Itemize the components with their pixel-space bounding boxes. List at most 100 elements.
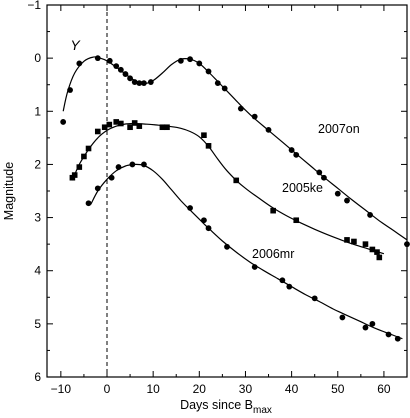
y-tick-label: 0: [34, 51, 41, 65]
series-curve-2005ke: [71, 122, 385, 255]
x-tick-label: 10: [146, 382, 160, 396]
data-point-2007on: [237, 105, 244, 112]
data-point-2005ke: [270, 207, 276, 214]
data-point-2007on: [321, 174, 327, 181]
data-point-2007on: [196, 60, 203, 67]
data-point-2005ke: [131, 120, 138, 126]
data-point-2006mr: [141, 161, 147, 168]
x-tick-label: 60: [377, 382, 391, 396]
data-point-2007on: [288, 147, 295, 153]
data-point-2007on: [131, 79, 138, 85]
x-tick-label: 40: [285, 382, 299, 396]
data-point-2007on: [106, 57, 113, 64]
data-point-2007on: [367, 212, 373, 218]
data-point-2007on: [94, 55, 101, 62]
data-point-2006mr: [311, 295, 318, 302]
data-point-2005ke: [85, 145, 92, 152]
x-axis-label-subscript: max: [253, 405, 272, 416]
data-point-2005ke: [76, 164, 83, 170]
data-point-2007on: [404, 241, 410, 248]
data-point-2006mr: [108, 174, 115, 181]
data-point-2007on: [67, 87, 73, 93]
data-point-2007on: [221, 85, 228, 92]
data-point-2007on: [177, 57, 184, 64]
data-point-2005ke: [293, 217, 300, 224]
data-point-2005ke: [362, 241, 369, 247]
series-label-2007on: 2007on: [318, 122, 360, 136]
data-point-2006mr: [201, 217, 207, 224]
data-point-2005ke: [344, 237, 350, 243]
data-point-2006mr: [224, 243, 230, 250]
data-point-2005ke: [71, 172, 78, 178]
data-point-2006mr: [115, 164, 122, 170]
data-point-2005ke: [201, 132, 207, 138]
data-point-2006mr: [362, 324, 369, 331]
y-tick-label: 2: [34, 157, 41, 171]
data-point-2005ke: [376, 254, 383, 261]
data-point-2007on: [187, 56, 193, 63]
data-point-2006mr: [394, 335, 401, 342]
data-point-2006mr: [187, 205, 193, 211]
x-tick-label: −10: [51, 382, 72, 396]
points-layer: [60, 55, 410, 342]
band-label-y: Y: [70, 37, 81, 53]
series-curve-2007on: [62, 56, 408, 241]
data-point-2005ke: [159, 124, 166, 131]
y-tick-label: 5: [34, 317, 41, 331]
data-point-2007on: [141, 80, 147, 87]
x-tick-label: 20: [193, 382, 207, 396]
plot-frame: [46, 4, 408, 378]
data-point-2007on: [251, 113, 258, 120]
data-point-2005ke: [205, 143, 212, 149]
data-point-2005ke: [113, 119, 120, 125]
data-point-2005ke: [374, 249, 380, 255]
x-axis-label-main: Days since B: [180, 398, 253, 412]
x-axis-label: Days since Bmax: [180, 398, 272, 416]
data-point-2006mr: [85, 200, 92, 207]
data-point-2006mr: [286, 283, 293, 290]
data-point-2006mr: [129, 161, 136, 168]
data-point-2005ke: [233, 177, 240, 184]
y-tick-label: −1: [27, 0, 41, 12]
x-tick-label: 0: [104, 382, 111, 396]
data-point-2007on: [316, 169, 323, 176]
data-point-2005ke: [127, 124, 133, 131]
data-point-2007on: [122, 71, 129, 77]
data-point-2007on: [117, 66, 124, 73]
data-point-2007on: [344, 197, 350, 204]
series-curve-2006mr: [90, 163, 403, 340]
data-point-2007on: [205, 68, 212, 75]
data-point-2006mr: [205, 225, 212, 232]
data-point-2005ke: [81, 153, 87, 160]
curves-layer: [62, 56, 408, 340]
data-point-2007on: [334, 190, 341, 197]
data-point-2005ke: [94, 128, 101, 135]
data-point-2007on: [127, 75, 133, 82]
y-axis-label: Magnitude: [2, 162, 16, 220]
data-point-2005ke: [118, 120, 124, 127]
data-point-2005ke: [164, 124, 170, 131]
data-point-2006mr: [369, 320, 376, 327]
data-point-2007on: [147, 79, 154, 85]
data-point-2006mr: [94, 185, 101, 192]
y-tick-label: 6: [34, 370, 41, 384]
data-point-2006mr: [279, 277, 286, 284]
y-tick-label: 4: [34, 264, 41, 278]
data-point-2005ke: [106, 121, 113, 128]
series-label-2005ke: 2005ke: [282, 181, 323, 195]
series-label-2006mr: 2006mr: [252, 247, 294, 261]
data-point-2006mr: [385, 331, 392, 338]
data-point-2007on: [76, 60, 83, 67]
data-point-2005ke: [136, 123, 143, 129]
data-point-2007on: [265, 126, 272, 133]
x-tick-label: 50: [331, 382, 345, 396]
data-point-2007on: [60, 119, 67, 125]
x-tick-label: 30: [239, 382, 253, 396]
data-point-2005ke: [101, 124, 108, 131]
y-tick-label: 1: [34, 104, 41, 118]
data-point-2005ke: [351, 238, 357, 245]
data-point-2006mr: [339, 314, 346, 321]
data-point-2006mr: [251, 264, 258, 270]
